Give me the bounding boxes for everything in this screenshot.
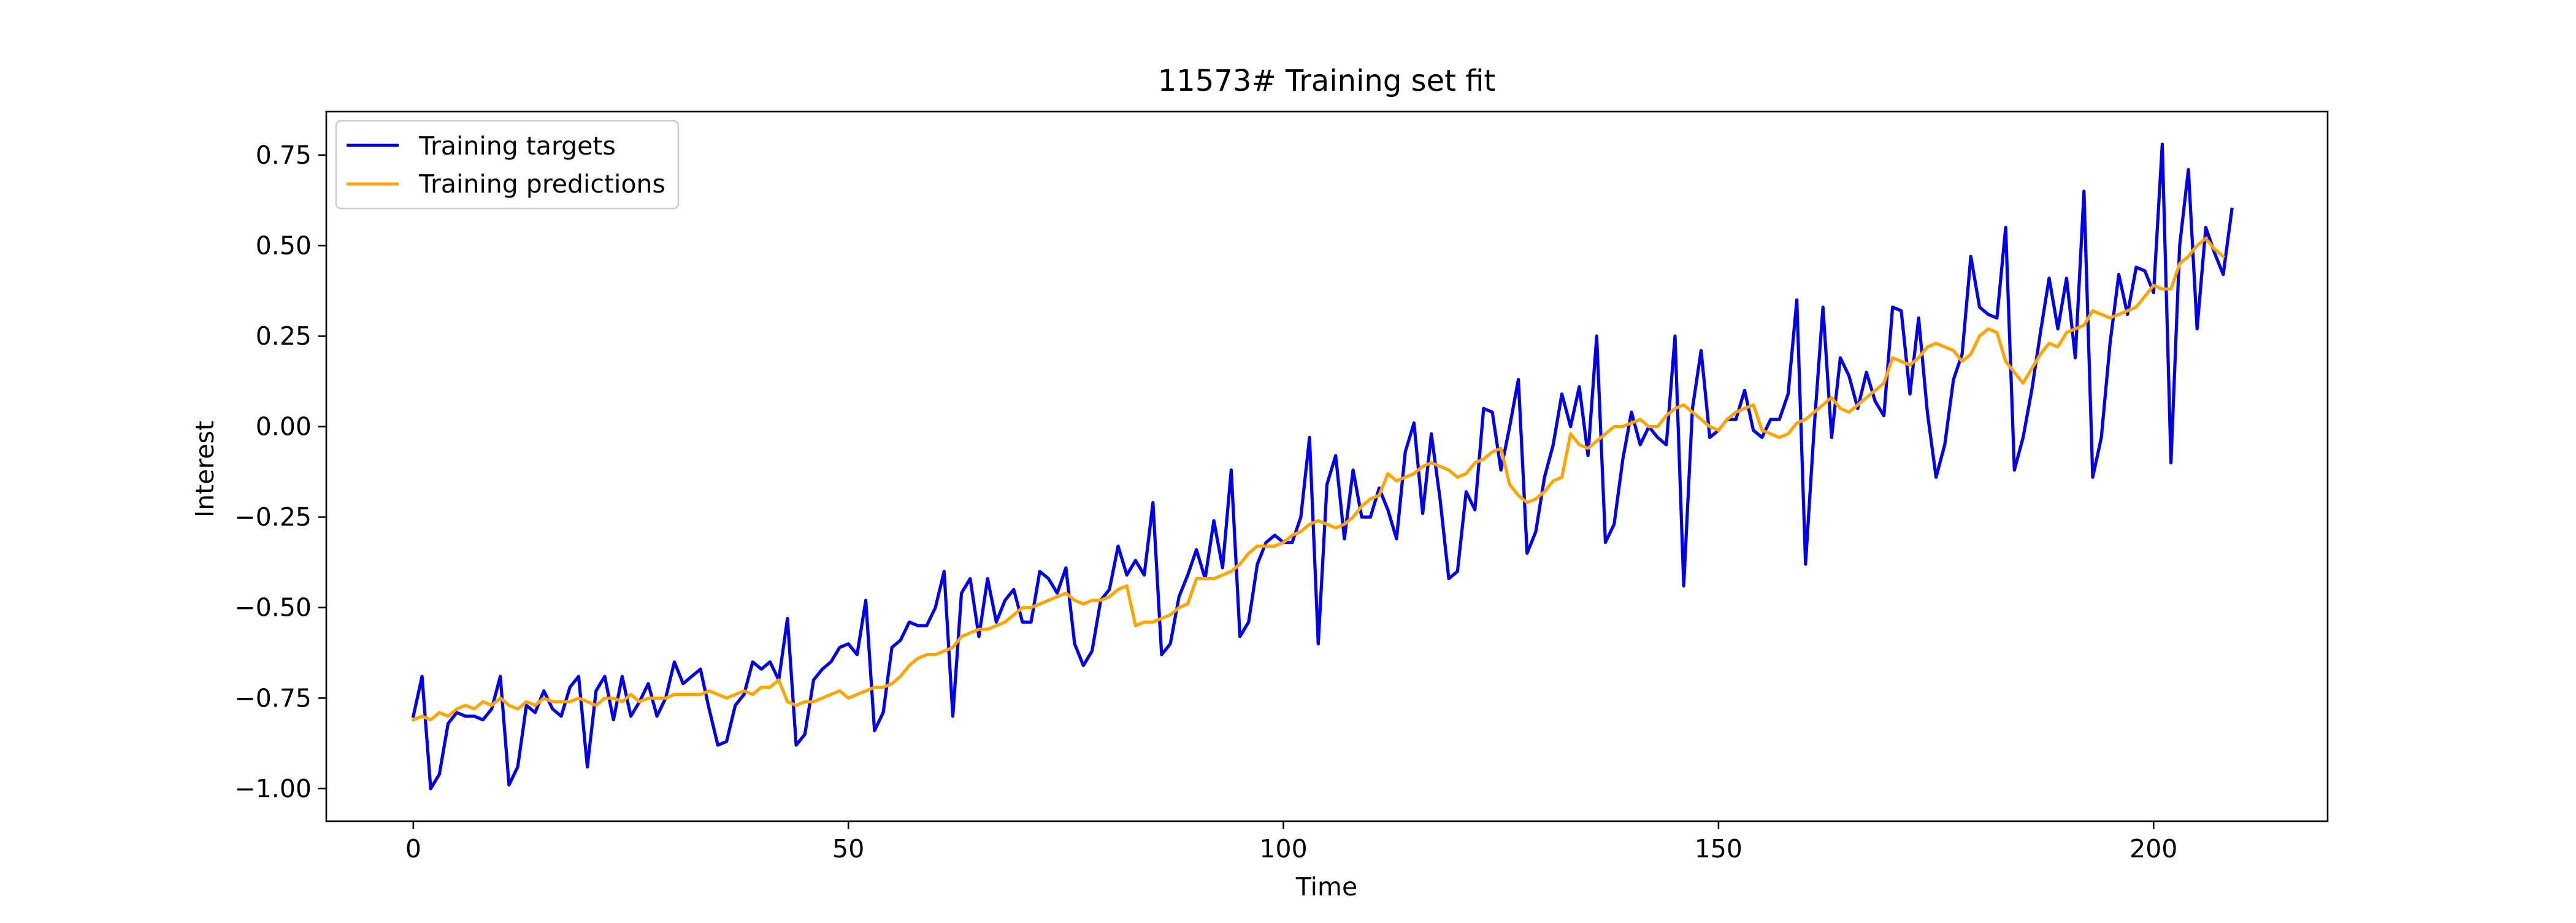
legend-box [335, 120, 680, 210]
y-tick-label: 0.75 [256, 140, 312, 170]
series-line-training-targets [411, 142, 2234, 791]
x-tick-label: 150 [1695, 834, 1742, 864]
y-axis-ticks: −1.00 −0.75 −0.50 −0.25 0.00 0.25 0.50 0.75 [234, 140, 326, 803]
series-line-training-predictions [411, 237, 2226, 722]
x-tick-label: 0 [405, 834, 421, 864]
y-tick-label: −0.50 [234, 593, 312, 622]
y-tick-label: 0.50 [256, 231, 312, 260]
plot-area-frame [325, 110, 2329, 822]
legend-label-training-predictions: Training predictions [418, 169, 665, 199]
chart-title: 11573# Training set fit [1158, 64, 1496, 98]
legend: Training targets Training predictions [335, 120, 680, 210]
y-tick-label: −1.00 [234, 774, 312, 803]
legend-label-training-targets: Training targets [418, 131, 616, 161]
y-tick-label: −0.75 [234, 683, 312, 713]
y-tick-label: 0.00 [256, 412, 312, 442]
y-tick-label: 0.25 [256, 321, 312, 351]
x-axis-ticks: 0 50 100 150 200 [405, 821, 2177, 864]
x-tick-label: 100 [1259, 834, 1307, 864]
y-axis-label: Interest [190, 421, 220, 518]
y-tick-label: −0.25 [234, 502, 312, 532]
x-axis-label: Time [1295, 872, 1357, 902]
plot-series [411, 142, 2234, 791]
x-tick-label: 200 [2129, 834, 2177, 864]
x-tick-label: 50 [832, 834, 864, 864]
